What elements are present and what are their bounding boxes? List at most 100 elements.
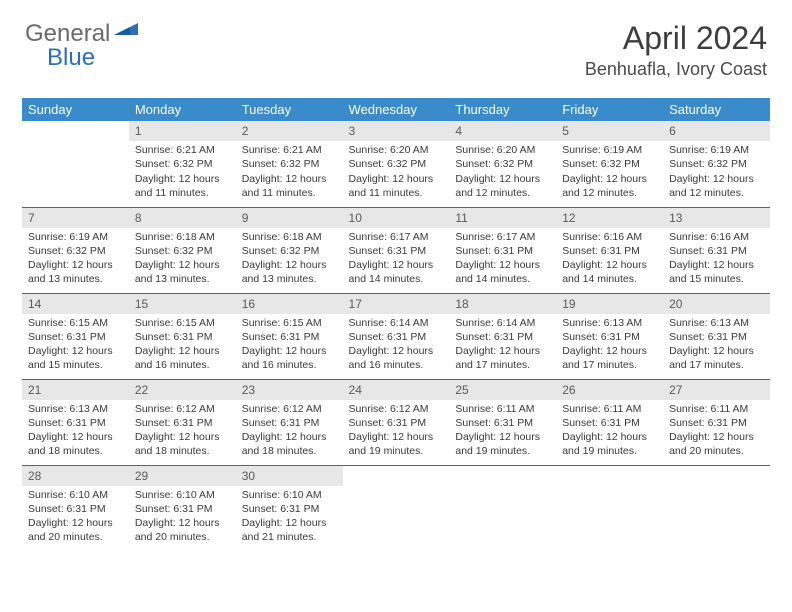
- sunset-text: Sunset: 6:31 PM: [349, 244, 444, 258]
- daylight-text: Daylight: 12 hours and 17 minutes.: [669, 344, 764, 372]
- day-number: 5: [556, 121, 663, 141]
- sunset-text: Sunset: 6:31 PM: [242, 330, 337, 344]
- sunset-text: Sunset: 6:31 PM: [562, 330, 657, 344]
- day-number: 17: [343, 294, 450, 314]
- calendar-row: 21Sunrise: 6:13 AMSunset: 6:31 PMDayligh…: [22, 379, 770, 465]
- sunset-text: Sunset: 6:32 PM: [242, 157, 337, 171]
- calendar-cell: [663, 465, 770, 551]
- calendar-cell: 10Sunrise: 6:17 AMSunset: 6:31 PMDayligh…: [343, 207, 450, 293]
- calendar-table: SundayMondayTuesdayWednesdayThursdayFrid…: [22, 98, 770, 551]
- day-number: 1: [129, 121, 236, 141]
- daylight-text: Daylight: 12 hours and 14 minutes.: [562, 258, 657, 286]
- daylight-text: Daylight: 12 hours and 16 minutes.: [242, 344, 337, 372]
- sunrise-text: Sunrise: 6:10 AM: [135, 488, 230, 502]
- sunset-text: Sunset: 6:31 PM: [455, 330, 550, 344]
- calendar-cell: 12Sunrise: 6:16 AMSunset: 6:31 PMDayligh…: [556, 207, 663, 293]
- day-number: 22: [129, 380, 236, 400]
- calendar-row: 14Sunrise: 6:15 AMSunset: 6:31 PMDayligh…: [22, 293, 770, 379]
- sunset-text: Sunset: 6:31 PM: [669, 416, 764, 430]
- daylight-text: Daylight: 12 hours and 18 minutes.: [242, 430, 337, 458]
- calendar-cell: 27Sunrise: 6:11 AMSunset: 6:31 PMDayligh…: [663, 379, 770, 465]
- daylight-text: Daylight: 12 hours and 20 minutes.: [135, 516, 230, 544]
- sunrise-text: Sunrise: 6:19 AM: [562, 143, 657, 157]
- page-title: April 2024: [585, 20, 767, 57]
- sunset-text: Sunset: 6:32 PM: [562, 157, 657, 171]
- day-number: 20: [663, 294, 770, 314]
- daylight-text: Daylight: 12 hours and 18 minutes.: [135, 430, 230, 458]
- day-number: 30: [236, 466, 343, 486]
- calendar-cell: 21Sunrise: 6:13 AMSunset: 6:31 PMDayligh…: [22, 379, 129, 465]
- day-number: 21: [22, 380, 129, 400]
- calendar-header-row: SundayMondayTuesdayWednesdayThursdayFrid…: [22, 98, 770, 121]
- sunset-text: Sunset: 6:31 PM: [135, 330, 230, 344]
- daylight-text: Daylight: 12 hours and 14 minutes.: [455, 258, 550, 286]
- daylight-text: Daylight: 12 hours and 16 minutes.: [349, 344, 444, 372]
- calendar-cell: 11Sunrise: 6:17 AMSunset: 6:31 PMDayligh…: [449, 207, 556, 293]
- day-number: 8: [129, 208, 236, 228]
- day-content: Sunrise: 6:21 AMSunset: 6:32 PMDaylight:…: [236, 141, 343, 204]
- day-content: Sunrise: 6:15 AMSunset: 6:31 PMDaylight:…: [22, 314, 129, 377]
- calendar-cell: 25Sunrise: 6:11 AMSunset: 6:31 PMDayligh…: [449, 379, 556, 465]
- day-content: Sunrise: 6:17 AMSunset: 6:31 PMDaylight:…: [449, 228, 556, 291]
- sunrise-text: Sunrise: 6:21 AM: [242, 143, 337, 157]
- sunrise-text: Sunrise: 6:15 AM: [242, 316, 337, 330]
- sunrise-text: Sunrise: 6:13 AM: [28, 402, 123, 416]
- daylight-text: Daylight: 12 hours and 11 minutes.: [135, 172, 230, 200]
- location-text: Benhuafla, Ivory Coast: [585, 59, 767, 80]
- day-number: 9: [236, 208, 343, 228]
- day-number: 14: [22, 294, 129, 314]
- daylight-text: Daylight: 12 hours and 15 minutes.: [28, 344, 123, 372]
- calendar-cell: 20Sunrise: 6:13 AMSunset: 6:31 PMDayligh…: [663, 293, 770, 379]
- day-number: 3: [343, 121, 450, 141]
- day-number: 18: [449, 294, 556, 314]
- day-content: Sunrise: 6:13 AMSunset: 6:31 PMDaylight:…: [556, 314, 663, 377]
- day-number: 24: [343, 380, 450, 400]
- day-content: Sunrise: 6:15 AMSunset: 6:31 PMDaylight:…: [236, 314, 343, 377]
- day-content: Sunrise: 6:11 AMSunset: 6:31 PMDaylight:…: [449, 400, 556, 463]
- day-header: Thursday: [449, 98, 556, 121]
- daylight-text: Daylight: 12 hours and 17 minutes.: [455, 344, 550, 372]
- calendar-cell: 13Sunrise: 6:16 AMSunset: 6:31 PMDayligh…: [663, 207, 770, 293]
- day-number: 26: [556, 380, 663, 400]
- calendar-cell: 3Sunrise: 6:20 AMSunset: 6:32 PMDaylight…: [343, 121, 450, 207]
- daylight-text: Daylight: 12 hours and 12 minutes.: [455, 172, 550, 200]
- sunrise-text: Sunrise: 6:14 AM: [349, 316, 444, 330]
- daylight-text: Daylight: 12 hours and 19 minutes.: [455, 430, 550, 458]
- calendar-row: 1Sunrise: 6:21 AMSunset: 6:32 PMDaylight…: [22, 121, 770, 207]
- day-content: Sunrise: 6:19 AMSunset: 6:32 PMDaylight:…: [663, 141, 770, 204]
- day-content: Sunrise: 6:19 AMSunset: 6:32 PMDaylight:…: [22, 228, 129, 291]
- day-header: Friday: [556, 98, 663, 121]
- daylight-text: Daylight: 12 hours and 13 minutes.: [242, 258, 337, 286]
- day-content: Sunrise: 6:11 AMSunset: 6:31 PMDaylight:…: [556, 400, 663, 463]
- calendar-cell: [22, 121, 129, 207]
- sunset-text: Sunset: 6:32 PM: [135, 157, 230, 171]
- sunrise-text: Sunrise: 6:16 AM: [669, 230, 764, 244]
- day-content: Sunrise: 6:19 AMSunset: 6:32 PMDaylight:…: [556, 141, 663, 204]
- daylight-text: Daylight: 12 hours and 16 minutes.: [135, 344, 230, 372]
- day-header: Monday: [129, 98, 236, 121]
- calendar-cell: 28Sunrise: 6:10 AMSunset: 6:31 PMDayligh…: [22, 465, 129, 551]
- day-number: 15: [129, 294, 236, 314]
- calendar-cell: [556, 465, 663, 551]
- calendar-cell: 29Sunrise: 6:10 AMSunset: 6:31 PMDayligh…: [129, 465, 236, 551]
- sunrise-text: Sunrise: 6:18 AM: [242, 230, 337, 244]
- logo-triangle-icon: [114, 21, 140, 44]
- day-content: Sunrise: 6:13 AMSunset: 6:31 PMDaylight:…: [22, 400, 129, 463]
- daylight-text: Daylight: 12 hours and 21 minutes.: [242, 516, 337, 544]
- day-content: Sunrise: 6:12 AMSunset: 6:31 PMDaylight:…: [343, 400, 450, 463]
- calendar-cell: 4Sunrise: 6:20 AMSunset: 6:32 PMDaylight…: [449, 121, 556, 207]
- daylight-text: Daylight: 12 hours and 19 minutes.: [349, 430, 444, 458]
- calendar-cell: [343, 465, 450, 551]
- calendar-cell: 26Sunrise: 6:11 AMSunset: 6:31 PMDayligh…: [556, 379, 663, 465]
- calendar-cell: 9Sunrise: 6:18 AMSunset: 6:32 PMDaylight…: [236, 207, 343, 293]
- day-number: 19: [556, 294, 663, 314]
- sunrise-text: Sunrise: 6:17 AM: [455, 230, 550, 244]
- day-number: 16: [236, 294, 343, 314]
- calendar-cell: 23Sunrise: 6:12 AMSunset: 6:31 PMDayligh…: [236, 379, 343, 465]
- daylight-text: Daylight: 12 hours and 11 minutes.: [349, 172, 444, 200]
- day-header: Wednesday: [343, 98, 450, 121]
- day-number: 4: [449, 121, 556, 141]
- calendar-cell: 24Sunrise: 6:12 AMSunset: 6:31 PMDayligh…: [343, 379, 450, 465]
- calendar-cell: 17Sunrise: 6:14 AMSunset: 6:31 PMDayligh…: [343, 293, 450, 379]
- sunrise-text: Sunrise: 6:16 AM: [562, 230, 657, 244]
